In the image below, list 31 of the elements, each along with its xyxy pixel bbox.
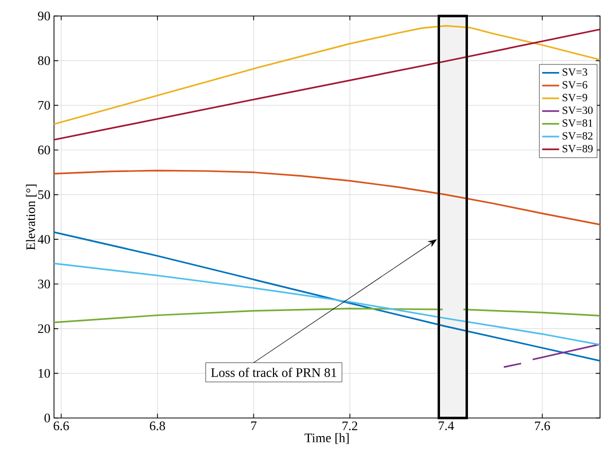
legend-label: SV=9 [562,94,588,102]
annotation: Loss of track of PRN 81 [211,368,336,377]
y-tick-label: 40 [38,234,50,244]
line-series [53,28,601,141]
y-tick-label: 90 [38,12,50,20]
y-tick-label: 60 [38,146,50,154]
y-tick-label: 70 [38,100,50,110]
x-axis-title: Time [h] [304,433,349,444]
line-series [53,25,601,125]
line-series [53,170,601,226]
legend-label: SV=82 [562,132,592,140]
legend-label: SV=3 [562,68,588,76]
legend-label: SV=6 [562,81,588,89]
y-tick-label: 20 [38,324,50,334]
line-series [53,231,601,362]
legend-label: SV=81 [562,119,592,127]
x-tick-label: 6.6 [54,422,69,430]
legend-label: SV=89 [562,144,593,152]
x-tick-label: 6.8 [150,422,166,430]
line-series [53,262,601,346]
y-tick-label: 80 [38,56,50,66]
x-tick-label: 7 [251,422,257,430]
y-axis-title: Elevation [°] [26,184,37,250]
x-tick-label: 7.6 [535,422,550,430]
y-tick-label: 10 [38,368,50,378]
y-tick-label: 0 [44,414,50,422]
x-tick-label: 7.4 [438,422,454,430]
x-tick-label: 7.2 [342,422,358,430]
y-tick-label: 30 [38,280,50,288]
legend-label: SV=30 [562,106,593,114]
y-tick-label: 50 [38,190,50,200]
